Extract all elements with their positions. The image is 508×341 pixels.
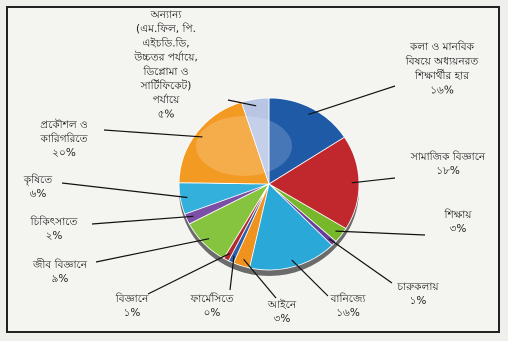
slice-label: আইনে ৩% [267, 298, 297, 325]
pie-slice [268, 97, 346, 185]
leader-line [61, 182, 188, 199]
slice-label: জীব বিজ্ঞানে ৯% [32, 258, 88, 285]
leader-line [291, 259, 329, 297]
slice-label: বিজ্ঞানে ১% [115, 292, 149, 319]
leader-line [227, 99, 257, 107]
leader-line [229, 255, 235, 291]
leader-line [103, 129, 203, 138]
leader-line [91, 215, 194, 225]
leader-line [147, 253, 230, 295]
pie-slice [248, 183, 333, 271]
pie-gloss [196, 116, 292, 176]
slice-label: চিকিৎসাতে ২% [30, 215, 79, 242]
slice-label: চারুকলায় ১% [396, 281, 439, 307]
leader-line [328, 238, 393, 284]
pie-slice [240, 97, 270, 185]
slice-label: শিক্ষায় ৩% [444, 208, 473, 235]
leader-line [351, 177, 396, 184]
pie-slice [178, 101, 270, 185]
slice-label: কলা ও মানবিক বিষয়ে অধ্যয়নরত শিক্ষার্থীর … [405, 40, 480, 97]
slice-label: প্রকৌশল ও কারিগরিতে ২০% [40, 118, 89, 159]
slice-label: ফার্মেসিতে ০% [190, 292, 235, 319]
slice-label: কৃষিতে ৬% [23, 173, 53, 200]
leader-line [308, 85, 396, 116]
pie-slice [268, 136, 360, 230]
leader-line [95, 238, 210, 263]
slice-label: বানিজ্যে ১৬% [330, 292, 367, 319]
leader-line [335, 230, 426, 236]
slice-label: সামাজিক বিজ্ঞানে ১৮% [410, 150, 486, 177]
slice-label: অন্যান্য (এম.ফিল, পি. এইচডি.ডি, উচ্চতর পর্য… [133, 9, 198, 120]
leader-line [243, 258, 277, 299]
